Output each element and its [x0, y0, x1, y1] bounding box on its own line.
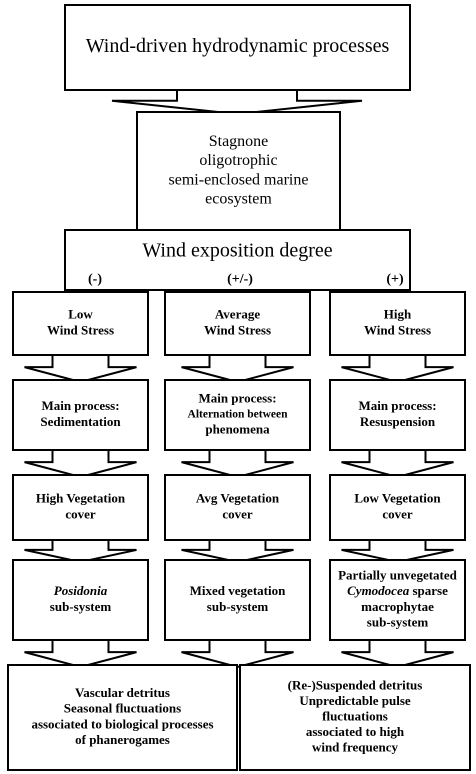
arrow [341, 637, 454, 669]
box-text: (Re-)Suspended detritus [288, 677, 423, 692]
box-text: associated to high [306, 724, 405, 739]
box-text: sub-system [50, 599, 112, 614]
box [7, 664, 238, 771]
box-text: Wind Stress [47, 322, 114, 337]
box-text: Main process: [198, 390, 276, 405]
arrow [111, 87, 363, 116]
box-text: ecosystem [205, 190, 272, 207]
box [164, 559, 311, 641]
box-text: Unpredictable pulse [299, 693, 411, 708]
box-text: Low Vegetation [354, 491, 441, 506]
arrow [24, 637, 137, 669]
box [136, 111, 341, 231]
box-text: wind frequency [312, 740, 399, 755]
box [329, 379, 466, 451]
box-text: Low [68, 307, 93, 322]
box-text: Main process: [41, 398, 119, 413]
text-span: sparse [409, 583, 448, 598]
box-text: of phanerogames [75, 732, 170, 747]
box-text: Alternation between [188, 409, 289, 421]
box-text: Average [215, 307, 260, 322]
box-text: Mixed vegetation [190, 583, 286, 598]
arrow [181, 537, 294, 564]
box-text: High [384, 307, 412, 322]
box [64, 229, 411, 291]
box-text: sub-system [207, 599, 269, 614]
box-text: Seasonal fluctuations [64, 701, 181, 716]
text-span: Cymodocea [347, 583, 410, 598]
box-text: Partially unvegetated [338, 568, 458, 583]
box [329, 474, 466, 541]
box-text: cover [382, 506, 413, 521]
box-text: associated to biological processes [31, 716, 213, 731]
exposition-label: (-) [88, 272, 102, 287]
box-text: Resuspension [360, 414, 436, 429]
box [12, 559, 149, 641]
box [12, 379, 149, 451]
box [12, 291, 149, 356]
box-text: High Vegetation [36, 491, 126, 506]
box-text: cover [222, 506, 253, 521]
text-span: Posidonia [54, 583, 108, 598]
box-text: fluctuations [322, 708, 388, 723]
box-text: Vascular detritus [75, 685, 170, 700]
arrow [341, 537, 454, 564]
box-text: oligotrophic [199, 152, 277, 169]
box-text: Wind Stress [364, 322, 431, 337]
box [329, 291, 466, 356]
box [239, 664, 471, 771]
box [164, 291, 311, 356]
box-text: Stagnone [209, 133, 269, 150]
exposition-label: (+) [386, 272, 404, 287]
box-text: macrophytae [361, 599, 434, 614]
arrow [181, 352, 294, 384]
box-text: semi-enclosed marine [169, 171, 309, 188]
box-text: Avg Vegetation [196, 491, 280, 506]
box-text: Cymodocea sparse [347, 583, 448, 598]
box-text: cover [65, 506, 96, 521]
box-text: Wind exposition degree [142, 240, 332, 262]
box [329, 559, 466, 641]
box [164, 474, 311, 541]
box-text: phenomena [205, 422, 270, 437]
box [12, 474, 149, 541]
box [64, 4, 411, 91]
box-text: Posidonia [54, 583, 108, 598]
arrow [24, 537, 137, 564]
arrow [181, 637, 294, 669]
arrow [24, 352, 137, 384]
box-text: Sedimentation [40, 414, 121, 429]
arrow [181, 447, 294, 479]
box [164, 379, 311, 451]
arrow [341, 352, 454, 384]
exposition-label: (+/-) [227, 272, 253, 287]
box-text: Wind Stress [204, 322, 271, 337]
arrow [341, 447, 454, 479]
arrow [24, 447, 137, 479]
box-text: Wind-driven hydrodynamic processes [86, 35, 390, 57]
box-text: sub-system [367, 614, 429, 629]
box-text: Main process: [358, 398, 436, 413]
